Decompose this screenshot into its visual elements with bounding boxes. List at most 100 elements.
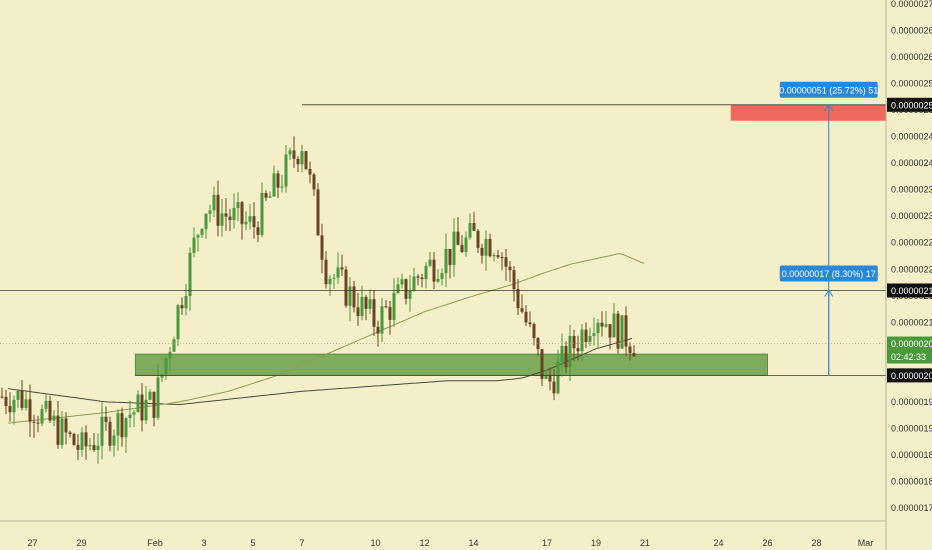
candle-body	[632, 352, 636, 357]
candle-body	[608, 324, 612, 338]
candle-body	[284, 154, 288, 187]
candle-body	[364, 296, 368, 309]
time-axis[interactable]: 27 29 Feb 3 5 7 10 12 14 17 19 21 24 26 28 Mar	[27, 538, 873, 548]
candle-body	[140, 394, 144, 421]
time-tick-label: 19	[591, 538, 601, 548]
candle-body	[92, 445, 96, 450]
bar-countdown-label-bg	[887, 349, 932, 364]
candle-body	[40, 409, 44, 424]
price-tick-label: 0.00000255	[891, 79, 932, 89]
candle-body	[464, 237, 468, 252]
time-tick-label: 12	[419, 538, 429, 548]
candle-body	[548, 374, 552, 382]
candle-body	[344, 269, 348, 306]
candle-body	[204, 213, 208, 230]
candle-body	[96, 445, 100, 450]
candle-body	[76, 444, 80, 450]
candle-body	[492, 255, 496, 257]
support-price-label-bg	[887, 368, 932, 383]
candle-body	[596, 322, 600, 334]
target-zone[interactable]	[730, 104, 886, 121]
candle-body	[568, 336, 572, 368]
candle-body	[132, 412, 136, 415]
candle-body	[196, 234, 200, 238]
candle-body	[32, 421, 36, 423]
price-tick-label: 0.00000185	[891, 450, 932, 460]
candle-body	[412, 276, 416, 291]
candle-body	[612, 313, 616, 338]
candle-body	[380, 306, 384, 334]
support-zone[interactable]	[134, 353, 768, 376]
candle-body	[312, 174, 316, 190]
moving-averages	[7, 252, 645, 424]
time-tick-label: 27	[27, 538, 37, 548]
candle-body	[496, 255, 500, 258]
candle-body	[520, 308, 524, 312]
candle-body	[488, 238, 492, 257]
candle-body	[564, 345, 568, 368]
candle-body	[136, 394, 140, 413]
candle-body	[236, 202, 240, 208]
candle-body	[320, 235, 324, 260]
candle-body	[260, 193, 264, 235]
candle-body	[572, 336, 576, 349]
candle-body	[296, 158, 300, 165]
candle-body	[224, 213, 228, 217]
moving-average-long	[7, 337, 633, 406]
candle-body	[172, 339, 176, 352]
candle-body	[4, 396, 8, 407]
price-tick-label: 0.00000265	[891, 26, 932, 36]
candle-body	[504, 257, 508, 267]
candle-body	[100, 416, 104, 446]
candle-body	[340, 267, 344, 270]
candle-body	[304, 151, 308, 170]
candle-body	[192, 237, 196, 253]
candle-body	[280, 186, 284, 188]
candle-body	[376, 326, 380, 334]
candle-body	[400, 279, 404, 285]
candle-body	[524, 311, 528, 323]
arrow-head-icon	[824, 103, 834, 112]
bar-countdown-label: 02:42:33	[891, 352, 926, 362]
candle-body	[0, 396, 4, 398]
candles-layer	[0, 136, 636, 464]
candle-body	[64, 418, 68, 433]
time-tick-label: 17	[542, 538, 552, 548]
candle-body	[332, 277, 336, 279]
candle-body	[484, 238, 488, 256]
candle-body	[168, 351, 172, 359]
price-tick-label: 0.00000195	[891, 397, 932, 407]
candle-body	[384, 306, 388, 308]
candle-body	[56, 415, 60, 445]
candle-body	[212, 194, 216, 211]
candle-body	[116, 413, 120, 436]
candle-body	[324, 259, 328, 285]
time-tick-label: Feb	[147, 538, 163, 548]
time-tick-label: 24	[713, 538, 723, 548]
candle-body	[352, 286, 356, 308]
candle-body	[540, 349, 544, 379]
candle-body	[628, 346, 632, 353]
measure-label-resistance: 0.00000017 (8.30%) 17	[782, 269, 876, 279]
candle-body	[240, 202, 244, 225]
candle-body	[472, 223, 476, 231]
candle-body	[428, 259, 432, 266]
candle-body	[576, 348, 580, 352]
time-tick-label: 3	[201, 538, 206, 548]
candle-body	[244, 221, 248, 225]
candle-body	[84, 432, 88, 447]
candle-body	[604, 324, 608, 327]
time-tick-label: Mar	[858, 538, 874, 548]
measure-label-target-bg	[779, 81, 878, 98]
candle-body	[264, 193, 268, 198]
time-tick-label: 14	[468, 538, 478, 548]
candle-body	[584, 329, 588, 343]
candle-body	[620, 315, 624, 349]
time-tick-label: 28	[811, 538, 821, 548]
candle-body	[44, 400, 48, 410]
